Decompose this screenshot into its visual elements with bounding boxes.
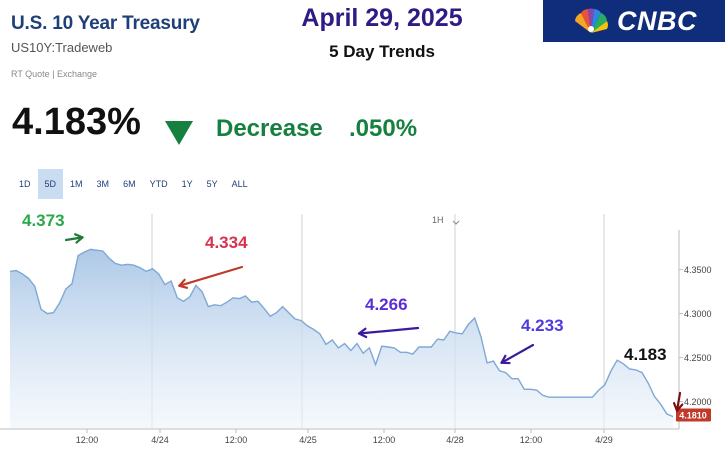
quote-title: U.S. 10 Year Treasury [11,13,200,34]
annotation-arrowhead-icon [500,354,511,365]
range-tab-1m[interactable]: 1M [70,179,83,189]
y-tick-label: 4.3500 [684,265,712,275]
annotation-arrowhead-icon [672,402,684,412]
annotation-arrowhead-icon [74,233,84,244]
annotation-label: 4.373 [22,211,65,230]
y-tick-label: 4.2500 [684,353,712,363]
range-tab-ytd[interactable]: YTD [149,179,168,189]
range-tab-1d[interactable]: 1D [19,179,31,189]
annotation-label: 4.334 [205,233,248,252]
y-tick-label: 4.2000 [684,397,712,407]
x-tick-label: 12:00 [225,435,248,445]
range-tab-3m[interactable]: 3M [96,179,110,189]
chart-svg[interactable]: 4.3500 4.3000 4.2500 4.2000 12:00 4/24 12:00 4/… [0,200,725,451]
price-area [10,249,673,428]
range-tabs: 1D 5D 1M 3M 6M YTD 1Y 5Y ALL [12,169,255,199]
range-tab-5d[interactable]: 5D [37,169,64,199]
annotation-arrow [500,343,535,364]
change-label: Decrease [216,115,323,142]
quote-symbol: US10Y:Tradeweb [11,40,113,55]
annotation-label: 4.266 [365,295,408,314]
x-tick-label: 4/25 [299,435,317,445]
x-tick-label: 4/24 [151,435,169,445]
cnbc-logo[interactable]: CNBC [543,0,725,42]
down-arrow-icon [165,121,193,145]
annotation-arrow [178,265,244,287]
change-value: .050% [349,115,418,142]
y-tick-label: 4.3000 [684,309,712,319]
x-tick-label: 4/28 [446,435,464,445]
annotation-arrow [64,236,84,242]
range-tab-1y[interactable]: 1Y [181,179,193,189]
price-line [9,248,674,418]
interval-selector[interactable]: 1H [432,215,444,225]
logo-text: CNBC [617,5,697,36]
annotation-arrow [357,326,420,335]
headline-subtitle: 5 Day Trends [329,42,435,61]
range-tab-6m[interactable]: 6M [123,179,136,189]
annotation-arrow [675,391,682,412]
x-tick-label: 12:00 [520,435,543,445]
annotation-label: 4.233 [521,316,564,335]
annotation-arrowhead-icon [178,278,189,289]
last-value-label: 4.1810 [679,411,707,421]
x-tick-label: 12:00 [76,435,99,445]
range-tab-5y[interactable]: 5Y [206,179,218,189]
price-chart[interactable]: 4.3500 4.3000 4.2500 4.2000 12:00 4/24 12:00 4/… [0,200,725,451]
x-tick-label: 4/29 [595,435,613,445]
price-value: 4.183% [12,101,141,143]
last-value-badge [676,408,711,422]
headline-date: April 29, 2025 [301,4,463,32]
range-tab-all[interactable]: ALL [231,179,248,189]
peacock-icon [575,8,608,33]
quote-source: RT Quote | Exchange [11,69,98,79]
annotation-label: 4.183 [624,345,667,364]
chevron-down-icon [452,220,460,225]
x-tick-label: 12:00 [373,435,396,445]
annotation-arrowhead-icon [357,327,368,339]
